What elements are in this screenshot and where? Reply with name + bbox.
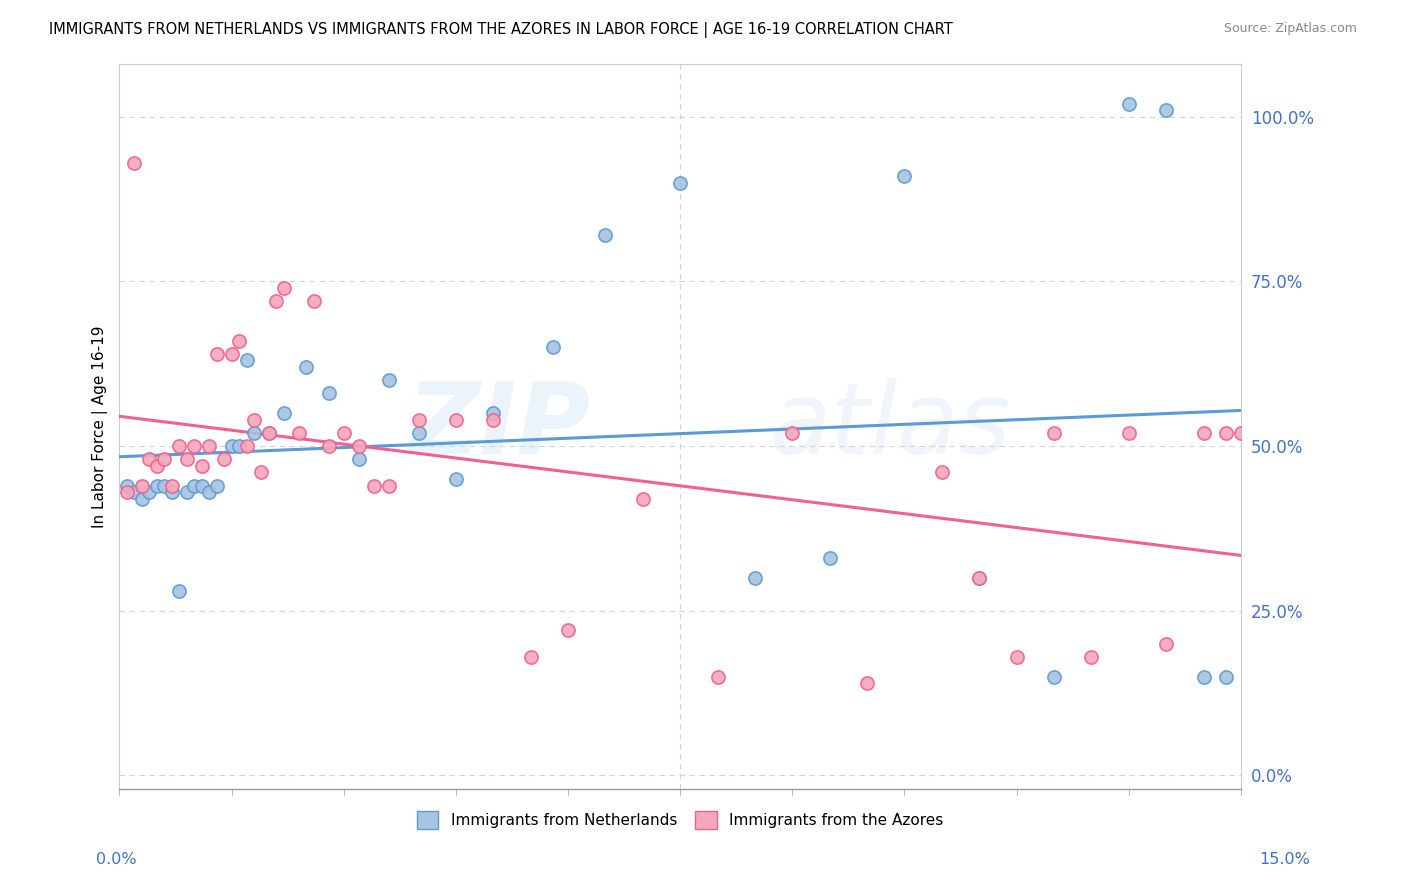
Point <box>257 425 280 440</box>
Point <box>856 676 879 690</box>
Point <box>167 439 190 453</box>
Point <box>782 425 804 440</box>
Point <box>212 452 235 467</box>
Text: IMMIGRANTS FROM NETHERLANDS VS IMMIGRANTS FROM THE AZORES IN LABOR FORCE | AGE 1: IMMIGRANTS FROM NETHERLANDS VS IMMIGRANT… <box>49 22 953 38</box>
Point <box>228 439 250 453</box>
Point <box>631 491 654 506</box>
Text: atlas: atlas <box>770 378 1011 475</box>
Y-axis label: In Labor Force | Age 16-19: In Labor Force | Age 16-19 <box>93 325 108 527</box>
Point <box>138 452 160 467</box>
Point <box>318 439 340 453</box>
Point <box>893 169 915 183</box>
Point <box>377 478 399 492</box>
Text: ZIP: ZIP <box>408 378 591 475</box>
Point <box>160 485 183 500</box>
Point <box>1080 649 1102 664</box>
Point <box>744 571 766 585</box>
Point <box>519 649 541 664</box>
Point <box>967 571 990 585</box>
Point <box>138 485 160 500</box>
Point <box>146 458 169 473</box>
Point <box>160 478 183 492</box>
Point <box>706 669 728 683</box>
Point <box>482 406 505 420</box>
Point <box>235 439 257 453</box>
Point <box>1118 96 1140 111</box>
Point <box>557 624 579 638</box>
Text: 15.0%: 15.0% <box>1260 852 1310 867</box>
Point <box>408 413 430 427</box>
Point <box>183 439 205 453</box>
Point <box>176 452 198 467</box>
Point <box>1118 425 1140 440</box>
Point <box>482 413 505 427</box>
Point <box>131 491 153 506</box>
Point <box>595 228 617 243</box>
Point <box>1230 425 1253 440</box>
Point <box>221 347 243 361</box>
Point <box>273 406 295 420</box>
Point <box>153 452 176 467</box>
Point <box>198 485 221 500</box>
Point <box>205 347 228 361</box>
Point <box>228 334 250 348</box>
Point <box>221 439 243 453</box>
Point <box>250 466 273 480</box>
Point <box>146 478 169 492</box>
Point <box>1154 103 1177 118</box>
Point <box>1043 669 1066 683</box>
Point <box>1215 669 1237 683</box>
Point <box>818 551 841 566</box>
Point <box>318 386 340 401</box>
Point <box>243 425 266 440</box>
Point <box>408 425 430 440</box>
Point <box>332 425 354 440</box>
Point <box>377 373 399 387</box>
Legend: Immigrants from Netherlands, Immigrants from the Azores: Immigrants from Netherlands, Immigrants … <box>411 805 949 835</box>
Point <box>115 485 138 500</box>
Point <box>124 485 146 500</box>
Point <box>444 413 467 427</box>
Point <box>1043 425 1066 440</box>
Point <box>257 425 280 440</box>
Point <box>288 425 311 440</box>
Point <box>295 359 318 374</box>
Point <box>444 472 467 486</box>
Point <box>131 478 153 492</box>
Point <box>124 156 146 170</box>
Point <box>1215 425 1237 440</box>
Point <box>1192 425 1215 440</box>
Text: Source: ZipAtlas.com: Source: ZipAtlas.com <box>1223 22 1357 36</box>
Point <box>347 439 370 453</box>
Point <box>190 458 212 473</box>
Point <box>302 294 325 309</box>
Point <box>1192 669 1215 683</box>
Point <box>198 439 221 453</box>
Point <box>347 452 370 467</box>
Point <box>266 294 288 309</box>
Point <box>190 478 212 492</box>
Point <box>1005 649 1028 664</box>
Point <box>669 176 692 190</box>
Point <box>1154 637 1177 651</box>
Point <box>541 340 564 354</box>
Point <box>183 478 205 492</box>
Point <box>931 466 953 480</box>
Point <box>205 478 228 492</box>
Point <box>243 413 266 427</box>
Point <box>176 485 198 500</box>
Point <box>153 478 176 492</box>
Point <box>235 353 257 368</box>
Point <box>273 281 295 295</box>
Point <box>167 583 190 598</box>
Point <box>967 571 990 585</box>
Point <box>115 478 138 492</box>
Point <box>363 478 385 492</box>
Text: 0.0%: 0.0% <box>96 852 136 867</box>
